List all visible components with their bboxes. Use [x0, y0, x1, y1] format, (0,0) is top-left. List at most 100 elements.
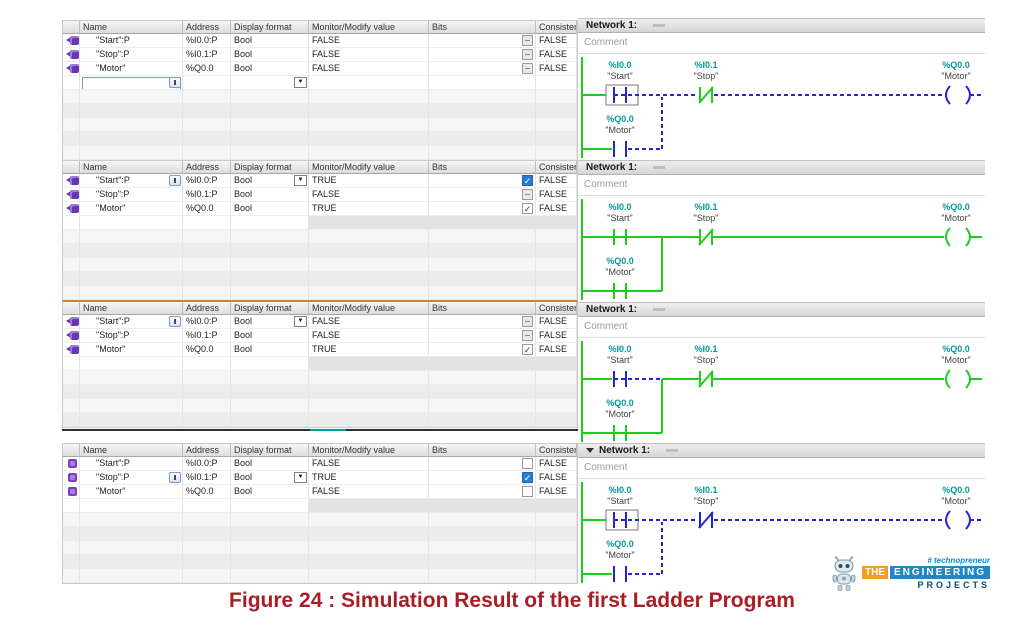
cell-monitor-value[interactable]: TRUE [309, 202, 429, 216]
branch-contact-address[interactable]: %Q0.0 [606, 256, 634, 266]
contact-address[interactable]: %I0.1 [694, 344, 718, 354]
format-dropdown-icon[interactable] [294, 472, 307, 483]
splitter-handle[interactable] [310, 429, 346, 431]
contact-address[interactable]: %I0.1 [694, 202, 718, 212]
tag-picker-button[interactable] [169, 77, 181, 88]
cell-name[interactable]: "Start":P [96, 458, 130, 468]
col-display-format[interactable]: Display format [231, 161, 309, 174]
contact-address[interactable]: %I0.0 [608, 485, 632, 495]
cell-name[interactable]: "Stop":P [96, 49, 130, 59]
coil-address[interactable]: %Q0.0 [942, 485, 970, 495]
tag-picker-button[interactable] [169, 175, 181, 186]
table-row[interactable]: "Start":P %I0.0:P Bool FALSE FALSE [63, 457, 577, 471]
cell-monitor-value[interactable]: TRUE [309, 174, 429, 188]
branch-contact-name[interactable]: "Motor" [605, 267, 635, 277]
contact-name[interactable]: "Start" [607, 213, 633, 223]
col-bits[interactable]: Bits [429, 21, 536, 34]
format-dropdown-icon[interactable] [294, 77, 307, 88]
new-tag-row[interactable] [63, 76, 577, 90]
cell-address[interactable]: %Q0.0 [183, 343, 231, 357]
table-row[interactable]: "Motor" %Q0.0 Bool FALSE FALSE [63, 485, 577, 499]
col-display-format[interactable]: Display format [231, 21, 309, 34]
cell-monitor-value[interactable]: FALSE [309, 62, 429, 76]
network-header[interactable]: Network 1: [578, 302, 985, 317]
table-row[interactable]: "Motor" %Q0.0 Bool TRUE FALSE [63, 343, 577, 357]
col-bits[interactable]: Bits [429, 161, 536, 174]
table-row-selected[interactable]: "Start":P %I0.0:P Bool FALSE FALSE [63, 315, 577, 329]
cell-address[interactable]: %I0.1:P [183, 471, 231, 485]
modify-checkbox[interactable] [522, 35, 533, 46]
cell-monitor-value[interactable]: FALSE [309, 457, 429, 471]
cell-format[interactable]: Bool [231, 62, 309, 76]
col-address[interactable]: Address [183, 302, 231, 315]
tag-picker-button[interactable] [169, 316, 181, 327]
modify-checkbox-checked[interactable] [522, 472, 533, 483]
cell-format[interactable]: Bool [231, 457, 309, 471]
comment-toggle-icon[interactable] [653, 166, 666, 169]
branch-contact-name[interactable]: "Motor" [605, 125, 635, 135]
modify-checkbox-checked[interactable] [522, 344, 533, 355]
col-name[interactable]: Name [80, 161, 183, 174]
col-monitor-value[interactable]: Monitor/Modify value [309, 161, 429, 174]
modify-checkbox[interactable] [522, 458, 533, 469]
modify-checkbox-checked[interactable] [522, 175, 533, 186]
cell-address[interactable]: %Q0.0 [183, 202, 231, 216]
coil-address[interactable]: %Q0.0 [942, 60, 970, 70]
cell-name[interactable]: "Start":P [96, 316, 130, 326]
contact-address[interactable]: %I0.0 [608, 344, 632, 354]
contact-address[interactable]: %I0.1 [694, 60, 718, 70]
network-comment[interactable]: Comment [578, 175, 985, 196]
col-address[interactable]: Address [183, 21, 231, 34]
cell-format[interactable]: Bool [231, 202, 309, 216]
modify-checkbox-checked[interactable] [522, 203, 533, 214]
cell-name[interactable]: "Motor" [96, 344, 126, 354]
modify-checkbox[interactable] [522, 49, 533, 60]
coil-name[interactable]: "Motor" [941, 71, 971, 81]
cell-format[interactable]: Bool [231, 188, 309, 202]
table-row-selected[interactable]: "Start":P %I0.0:P Bool TRUE FALSE [63, 174, 577, 188]
coil-address[interactable]: %Q0.0 [942, 344, 970, 354]
contact-name[interactable]: "Stop" [693, 71, 719, 81]
modify-checkbox[interactable] [522, 330, 533, 341]
network-header[interactable]: Network 1: [578, 443, 985, 458]
col-monitor-value[interactable]: Monitor/Modify value [309, 302, 429, 315]
modify-checkbox[interactable] [522, 189, 533, 200]
modify-checkbox[interactable] [522, 316, 533, 327]
table-row[interactable]: "Start":P %I0.0:P Bool FALSE FALSE [63, 34, 577, 48]
modify-checkbox[interactable] [522, 486, 533, 497]
cell-address[interactable]: %I0.1:P [183, 48, 231, 62]
contact-name[interactable]: "Stop" [693, 496, 719, 506]
cell-format[interactable]: Bool [231, 48, 309, 62]
col-name[interactable]: Name [80, 21, 183, 34]
table-row-selected[interactable]: "Stop":P %I0.1:P Bool TRUE FALSE [63, 471, 577, 485]
col-address[interactable]: Address [183, 161, 231, 174]
col-monitor-value[interactable]: Monitor/Modify value [309, 444, 429, 457]
cell-format[interactable]: Bool [231, 329, 309, 343]
cell-name[interactable]: "Stop":P [96, 472, 130, 482]
cell-monitor-value[interactable]: FALSE [309, 485, 429, 499]
cell-monitor-value[interactable]: TRUE [309, 343, 429, 357]
cell-address[interactable]: %Q0.0 [183, 62, 231, 76]
comment-toggle-icon[interactable] [653, 24, 666, 27]
cell-address[interactable]: %I0.0:P [183, 457, 231, 471]
branch-contact-address[interactable]: %Q0.0 [606, 114, 634, 124]
cell-format[interactable]: Bool [234, 316, 253, 326]
cell-address[interactable]: %I0.0:P [183, 34, 231, 48]
contact-name[interactable]: "Stop" [693, 213, 719, 223]
contact-address[interactable]: %I0.0 [608, 202, 632, 212]
col-name[interactable]: Name [80, 444, 183, 457]
table-row[interactable]: "Motor" %Q0.0 Bool TRUE FALSE [63, 202, 577, 216]
new-tag-input[interactable] [82, 77, 181, 89]
cell-monitor-value[interactable]: FALSE [309, 48, 429, 62]
col-consistent[interactable]: Consisten [536, 161, 577, 174]
cell-name[interactable]: "Start":P [96, 175, 130, 185]
col-address[interactable]: Address [183, 444, 231, 457]
contact-name[interactable]: "Start" [607, 355, 633, 365]
cell-name[interactable]: "Motor" [96, 63, 126, 73]
comment-toggle-icon[interactable] [653, 308, 666, 311]
branch-contact-address[interactable]: %Q0.0 [606, 539, 634, 549]
network-header[interactable]: Network 1: [578, 160, 985, 175]
col-display-format[interactable]: Display format [231, 302, 309, 315]
cell-monitor-value[interactable]: FALSE [309, 34, 429, 48]
cell-format[interactable]: Bool [231, 34, 309, 48]
